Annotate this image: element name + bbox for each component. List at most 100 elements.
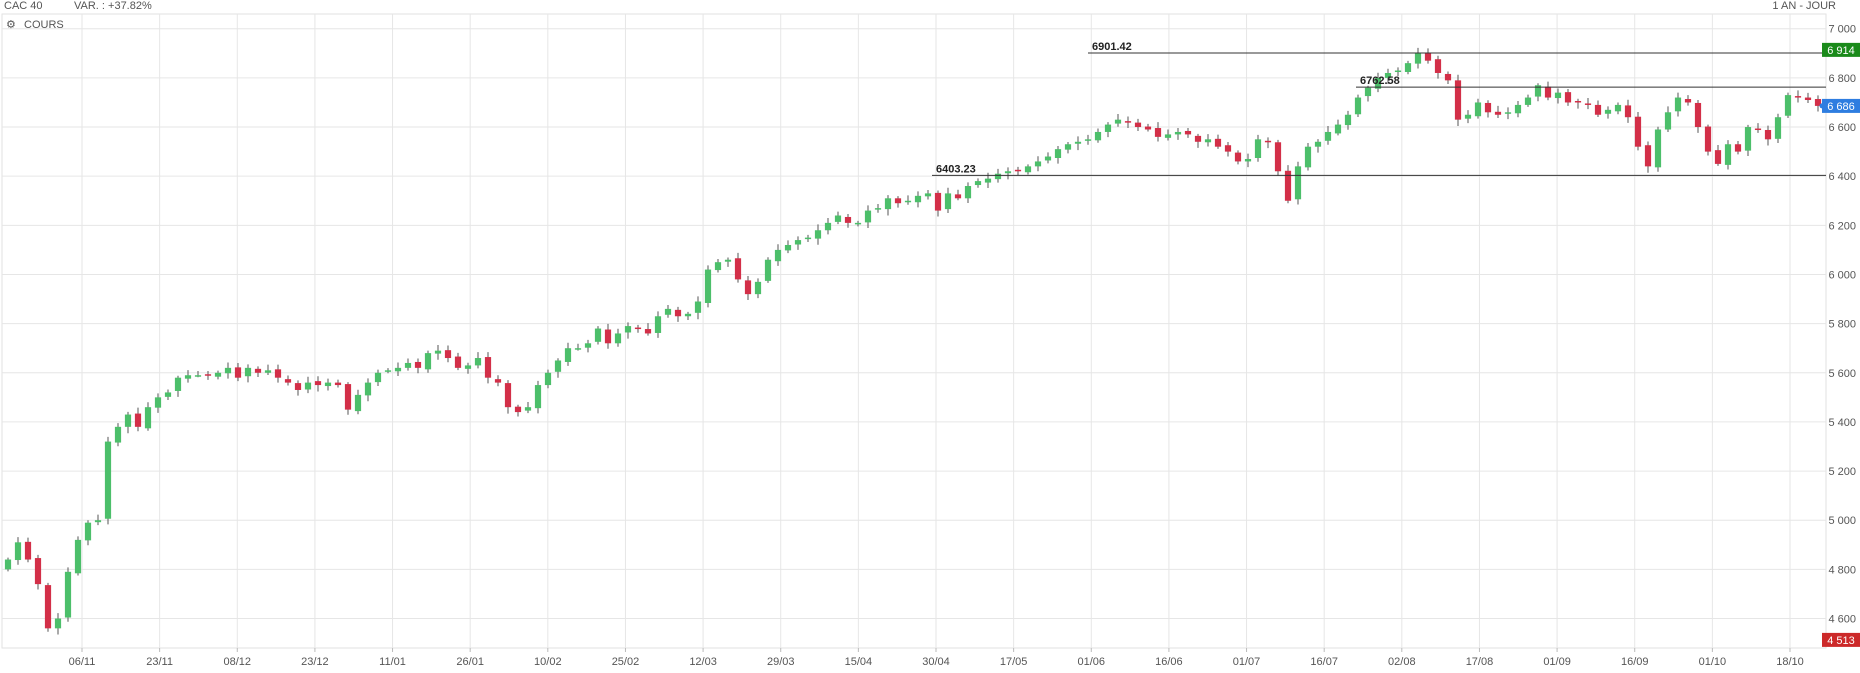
candle-body: [1804, 97, 1812, 101]
candle-body: [264, 370, 272, 373]
candle-body: [384, 370, 392, 372]
candle-body: [34, 558, 42, 585]
candle-body: [634, 327, 642, 330]
gear-icon[interactable]: ⚙: [6, 19, 16, 31]
candle-body: [104, 441, 112, 519]
x-tick-label: 01/10: [1699, 656, 1727, 668]
candle-body: [1574, 100, 1582, 103]
candle-body: [1014, 169, 1022, 172]
candle-body: [224, 367, 232, 374]
candle-body: [1164, 134, 1172, 138]
period-selector[interactable]: 1 AN - JOUR: [1772, 0, 1836, 12]
candle-body: [564, 348, 572, 362]
x-tick-label: 29/03: [767, 656, 795, 668]
candle-body: [704, 269, 712, 303]
candle-body: [1814, 99, 1822, 106]
candle-body: [1084, 139, 1092, 141]
candle-body: [1134, 122, 1142, 128]
candle-body: [1764, 129, 1772, 140]
candle-body: [1364, 87, 1372, 97]
candle-body: [1224, 145, 1232, 152]
candle-body: [1524, 97, 1532, 105]
candle-body: [1114, 119, 1122, 124]
candle-body: [1064, 144, 1072, 150]
candle-body: [1724, 144, 1732, 165]
candle-body: [674, 309, 682, 317]
candle-body: [1294, 166, 1302, 200]
y-tick-label: 4 600: [1828, 614, 1856, 626]
candle-body: [984, 178, 992, 183]
candle-body: [1184, 130, 1192, 135]
candle-body: [1794, 96, 1802, 98]
candle-body: [284, 379, 292, 383]
candle-body: [234, 367, 242, 378]
candle-body: [454, 356, 462, 368]
candle-body: [1654, 129, 1662, 168]
y-tick-label: 6 200: [1828, 220, 1856, 232]
x-tick-label: 01/06: [1078, 656, 1106, 668]
candle-body: [114, 426, 122, 443]
x-tick-label: 25/02: [612, 656, 640, 668]
price-badge: [1822, 98, 1860, 113]
candle-body: [154, 397, 162, 408]
candle-body: [1544, 86, 1552, 98]
candle-body: [124, 414, 132, 427]
candle-body: [934, 192, 942, 211]
candle-body: [1394, 70, 1402, 73]
price-badge: [1822, 42, 1860, 57]
candle-body: [1434, 59, 1442, 73]
candle-body: [1094, 131, 1102, 141]
candle-body: [964, 186, 972, 199]
price-badge: [1822, 632, 1860, 647]
x-tick-label: 16/07: [1310, 656, 1338, 668]
candle-body: [1104, 124, 1112, 132]
candle-body: [554, 360, 562, 372]
candle-body: [1374, 77, 1382, 89]
candle-body: [1404, 63, 1412, 72]
candle-body: [784, 244, 792, 251]
candle-body: [1264, 140, 1272, 143]
candle-body: [614, 333, 622, 344]
candle-body: [924, 193, 932, 197]
candle-body: [804, 237, 812, 240]
candle-body: [1324, 131, 1332, 141]
candle-body: [414, 361, 422, 368]
candle-body: [1514, 104, 1522, 114]
candle-body: [74, 539, 82, 574]
candle-body: [424, 353, 432, 370]
candle-body: [4, 559, 12, 570]
candle-body: [404, 362, 412, 368]
candle-body: [254, 368, 262, 373]
candle-body: [974, 181, 982, 186]
candle-body: [394, 367, 402, 372]
candle-body: [1504, 112, 1512, 114]
candle-body: [494, 379, 502, 383]
candle-body: [344, 384, 352, 410]
candle-body: [144, 407, 152, 429]
candle-body: [1304, 146, 1312, 168]
candle-body: [584, 343, 592, 348]
candle-body: [954, 194, 962, 199]
x-tick-label: 06/11: [69, 656, 96, 668]
candle-body: [1784, 95, 1792, 116]
candle-body: [1594, 104, 1602, 115]
candle-body: [524, 407, 532, 411]
price-badge-label: 6 914: [1827, 45, 1855, 57]
candle-body: [1384, 72, 1392, 78]
candle-body: [734, 258, 742, 280]
x-tick-label: 17/08: [1466, 656, 1494, 668]
candle-body: [434, 350, 442, 354]
x-tick-label: 15/04: [845, 656, 873, 668]
y-tick-label: 5 400: [1828, 417, 1856, 429]
y-tick-label: 6 000: [1828, 269, 1856, 281]
candle-body: [994, 173, 1002, 180]
candle-body: [94, 520, 102, 523]
candle-body: [1034, 161, 1042, 167]
candle-body: [194, 375, 202, 377]
candle-body: [444, 350, 452, 359]
x-tick-label: 11/01: [379, 656, 406, 668]
candle-body: [1144, 126, 1152, 130]
candle-body: [1274, 142, 1282, 172]
candle-body: [624, 326, 632, 333]
y-tick-label: 6 600: [1828, 122, 1856, 134]
